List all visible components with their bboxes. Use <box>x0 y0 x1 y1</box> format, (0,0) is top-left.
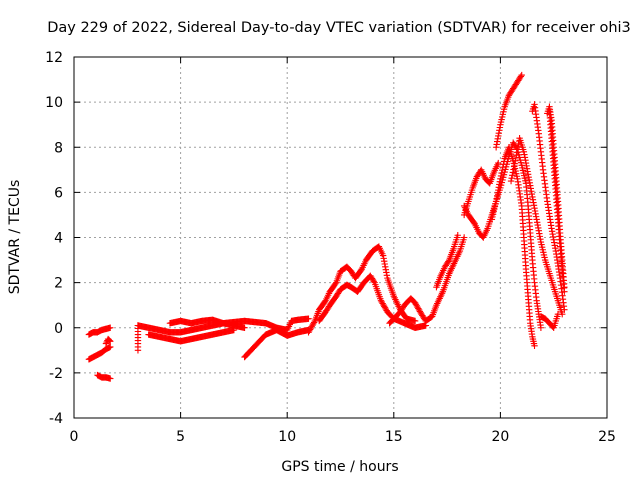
grid-lines <box>74 57 607 418</box>
data-point-marker <box>305 315 312 322</box>
y-axis-tick-labels: -4 -2 0 2 4 6 8 10 12 <box>45 50 63 427</box>
data-point-marker <box>499 166 506 174</box>
data-point-marker <box>454 232 461 239</box>
data-point-marker <box>499 164 507 171</box>
series-arc-23 <box>537 311 562 331</box>
data-point-marker <box>107 375 114 382</box>
data-point-marker <box>495 159 502 167</box>
data-point-marker <box>107 324 114 331</box>
series-arc-9 <box>241 326 312 361</box>
data-point-marker <box>518 71 525 79</box>
series-arc-14 <box>433 232 461 291</box>
data-point-marker <box>517 73 525 80</box>
data-point-marker <box>497 175 504 183</box>
data-point-marker <box>561 306 568 313</box>
data-point-marker <box>500 161 507 168</box>
y-tick-label: 12 <box>45 50 63 66</box>
series-arc-12 <box>315 272 429 331</box>
data-point-marker <box>508 174 515 182</box>
data-point-marker <box>107 338 114 345</box>
data-point-marker <box>510 163 518 170</box>
data-point-marker <box>411 317 419 325</box>
x-tick-label: 5 <box>176 429 185 445</box>
series-arc-20 <box>529 101 568 313</box>
data-point-marker <box>106 337 113 344</box>
data-point-marker <box>509 169 517 176</box>
y-tick-label: 8 <box>54 140 63 156</box>
y-tick-label: -4 <box>49 411 63 427</box>
series-arc-8 <box>166 316 248 331</box>
series-arc-2 <box>85 343 114 363</box>
data-point-marker <box>310 319 318 326</box>
axis-ticks <box>73 56 608 419</box>
y-axis-label: SDTVAR / TECUs <box>7 180 23 295</box>
chart-title: Day 229 of 2022, Sidereal Day-to-day VTE… <box>47 20 631 36</box>
data-point-marker <box>549 323 557 331</box>
y-tick-label: 4 <box>54 231 63 247</box>
series-arc-3 <box>94 371 114 382</box>
x-tick-label: 25 <box>598 429 616 445</box>
series-arc-1 <box>85 324 114 338</box>
data-point-marker <box>105 336 113 343</box>
data-point-marker <box>102 340 110 347</box>
data-point-marker <box>509 172 516 179</box>
data-point-marker <box>500 158 508 165</box>
x-tick-label: 0 <box>70 429 79 445</box>
data-point-marker <box>332 280 339 287</box>
x-axis-label: GPS time / hours <box>281 459 398 475</box>
data-point-marker <box>554 311 562 318</box>
series-arc-18 <box>492 71 525 151</box>
data-points <box>85 71 568 382</box>
y-tick-label: 6 <box>54 185 63 201</box>
data-point-marker <box>241 324 248 331</box>
series-arc-4 <box>102 335 114 347</box>
y-tick-label: 0 <box>54 321 63 337</box>
data-point-marker <box>107 343 114 351</box>
series-arc-13 <box>386 234 468 327</box>
series-arc-17 <box>488 144 538 349</box>
x-tick-label: 20 <box>491 429 509 445</box>
data-point-marker <box>537 324 545 331</box>
series-arc-11 <box>305 243 419 336</box>
data-point-marker <box>498 169 505 177</box>
series-arc-10 <box>262 315 312 334</box>
data-point-marker <box>531 342 538 349</box>
y-tick-label: -2 <box>49 366 63 382</box>
data-point-marker <box>445 258 452 265</box>
series-arc-22 <box>544 103 568 291</box>
series-arc-7 <box>145 326 238 345</box>
data-point-marker <box>511 160 518 167</box>
series-arc-16 <box>460 139 545 331</box>
series-arc-19 <box>507 135 566 318</box>
data-point-marker <box>510 166 517 173</box>
data-point-marker <box>507 177 515 185</box>
data-point-marker <box>561 283 568 291</box>
x-axis-tick-labels: 0 5 10 15 20 25 <box>70 429 616 445</box>
data-point-marker <box>370 278 377 285</box>
y-tick-label: 10 <box>45 95 63 111</box>
data-point-marker <box>460 234 468 241</box>
y-tick-label: 2 <box>54 276 63 292</box>
x-tick-label: 10 <box>278 429 296 445</box>
data-point-marker <box>497 172 505 180</box>
x-tick-label: 15 <box>385 429 403 445</box>
